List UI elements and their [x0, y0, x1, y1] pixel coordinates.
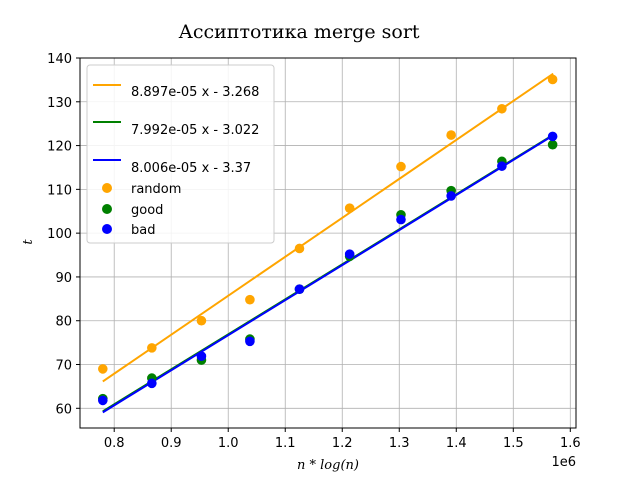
- x-axis-label: n * log(n): [297, 458, 359, 473]
- legend-label-random: random: [131, 182, 181, 197]
- point-random: [446, 130, 456, 140]
- y-tick-label: 80: [55, 315, 72, 330]
- fit-lines: [102, 72, 554, 414]
- legend-label-good: good: [131, 203, 163, 218]
- point-random: [196, 315, 207, 326]
- point-bad: [196, 351, 207, 361]
- plot-frame: [79, 57, 577, 429]
- point-random: [245, 294, 255, 305]
- point-random: [344, 203, 355, 213]
- x-axis-offset-label: 1e6: [551, 455, 576, 470]
- x-tick-label: 1.1: [275, 436, 296, 451]
- fit-line-0: [102, 72, 554, 383]
- point-bad: [547, 131, 558, 142]
- y-tick-label: 90: [55, 271, 72, 286]
- y-tick-label: 60: [55, 402, 72, 417]
- y-tick-label: 70: [55, 359, 72, 374]
- y-tick-label: 110: [47, 183, 72, 198]
- x-tick-label: 0.9: [161, 436, 182, 451]
- legend-box: [86, 64, 275, 244]
- x-tick-label: 1.3: [389, 436, 410, 451]
- y-axis-label: t: [21, 239, 36, 245]
- point-good: [547, 139, 558, 150]
- point-random: [547, 74, 558, 85]
- point-bad: [147, 378, 157, 389]
- legend-marker-good: [102, 204, 112, 214]
- legend-label-bad: bad: [131, 223, 155, 238]
- x-tick-label: 1.0: [218, 436, 239, 451]
- chart-title: Ассиптотика merge sort: [178, 21, 419, 43]
- y-tick-label: 120: [47, 140, 72, 155]
- x-tick-label: 0.8: [104, 436, 125, 451]
- point-random: [396, 161, 406, 172]
- point-bad: [344, 249, 355, 259]
- y-tick-label: 140: [47, 52, 72, 67]
- fit-line-2: [102, 134, 554, 414]
- point-bad: [446, 191, 456, 201]
- point-bad: [294, 284, 305, 294]
- x-tick-label: 1.2: [332, 436, 353, 451]
- point-random: [98, 364, 108, 374]
- y-tick-label: 100: [47, 227, 72, 242]
- point-bad: [245, 336, 255, 347]
- x-tick-label: 1.6: [560, 436, 581, 451]
- legend-marker-bad: [102, 224, 112, 234]
- point-random: [147, 343, 157, 353]
- x-tick-label: 1.4: [446, 436, 467, 451]
- legend-label-line-1: 7.992e-05 x - 3.022: [131, 123, 259, 138]
- y-axis-ticks: 60 70 80 90 100 110 120 130 140: [47, 52, 80, 417]
- point-bad: [98, 395, 108, 406]
- y-tick-label: 130: [47, 96, 72, 111]
- point-bad: [396, 214, 406, 225]
- point-bad: [497, 161, 507, 171]
- data-points: [98, 74, 558, 406]
- x-axis-ticks: 0.8 0.9 1.0 1.1 1.2 1.3 1.4 1.5 1.6: [104, 428, 581, 451]
- x-tick-label: 1.5: [503, 436, 524, 451]
- legend-label-line-2: 8.006e-05 x - 3.37: [131, 161, 251, 176]
- point-random: [497, 103, 507, 114]
- point-random: [294, 243, 305, 254]
- legend: 8.897e-05 x - 3.268 7.992e-05 x - 3.022 …: [86, 64, 275, 244]
- legend-label-line-0: 8.897e-05 x - 3.268: [131, 85, 259, 100]
- legend-marker-random: [102, 183, 112, 193]
